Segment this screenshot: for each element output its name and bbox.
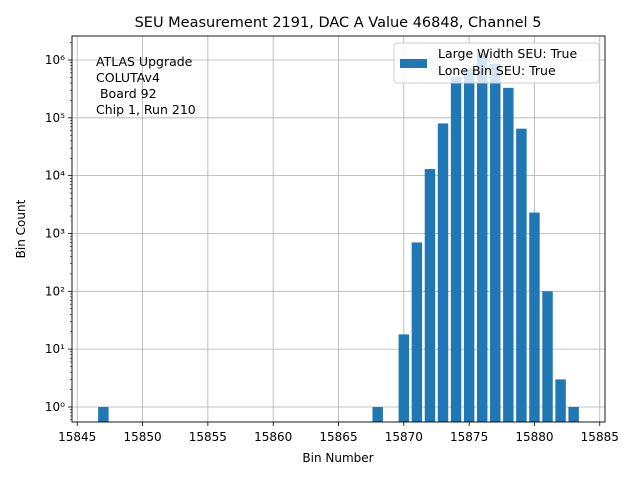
legend-box	[393, 42, 600, 84]
legend: Large Width SEU: True Lone Bin SEU: True	[393, 42, 600, 84]
bars	[98, 53, 579, 423]
bar	[555, 379, 566, 422]
y-tick-label: 10²	[45, 284, 65, 298]
y-tick-label: 10³	[45, 226, 65, 240]
bar	[398, 334, 410, 422]
bar	[98, 406, 109, 422]
y-tick-label: 10⁴	[45, 169, 65, 183]
y-axis-label: Bin Count	[14, 199, 28, 258]
annotation-text: ATLAS Upgrade COLUTAv4 Board 92 Chip 1, …	[96, 54, 196, 117]
x-tick-label: 15875	[450, 430, 488, 444]
bar	[503, 87, 514, 422]
x-tick-label: 15845	[58, 430, 96, 444]
bar	[437, 123, 449, 422]
annotation-line: ATLAS Upgrade	[96, 54, 193, 69]
y-tick-label: 10⁶	[45, 53, 65, 67]
bar	[542, 291, 553, 422]
bar	[450, 77, 462, 422]
bar	[463, 68, 475, 422]
annotation-line: Chip 1, Run 210	[96, 102, 196, 117]
legend-entry: Large Width SEU: True	[438, 46, 577, 61]
chart-title: SEU Measurement 2191, DAC A Value 46848,…	[135, 15, 542, 31]
x-axis-ticks: 15845 15850 15855 15860 15865 15870 15875 15880…	[58, 422, 619, 444]
legend-swatch	[400, 59, 427, 68]
bar	[516, 128, 527, 423]
x-tick-label: 15855	[189, 430, 227, 444]
bar	[568, 406, 579, 422]
legend-entry: Lone Bin SEU: True	[438, 63, 556, 78]
bar	[490, 64, 501, 422]
x-tick-label: 15870	[385, 430, 423, 444]
y-tick-label: 10⁵	[45, 111, 65, 125]
bar	[424, 169, 436, 422]
x-axis-label: Bin Number	[302, 451, 373, 465]
bar	[529, 212, 540, 422]
x-tick-label: 15885	[581, 430, 619, 444]
y-axis-ticks: 10⁰ 10¹ 10² 10³ 10⁴ 10⁵ 10⁶	[45, 42, 72, 421]
x-tick-label: 15860	[254, 430, 292, 444]
bar	[411, 242, 423, 422]
x-tick-label: 15880	[515, 430, 553, 444]
x-tick-label: 15850	[123, 430, 161, 444]
y-tick-label: 10⁰	[45, 400, 65, 414]
x-tick-label: 15865	[319, 430, 357, 444]
bar	[372, 406, 383, 422]
y-tick-label: 10¹	[45, 342, 65, 356]
bar	[476, 53, 488, 422]
annotation-line: COLUTAv4	[96, 70, 160, 85]
annotation-line: Board 92	[96, 86, 157, 101]
